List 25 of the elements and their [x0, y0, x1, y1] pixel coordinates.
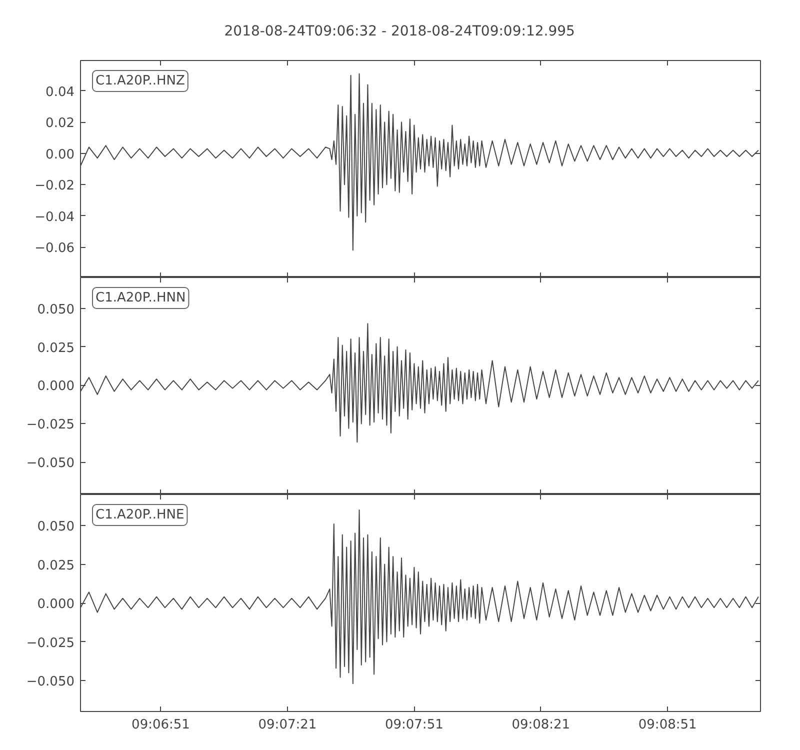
- x-tick-label: 09:07:21: [258, 718, 317, 732]
- chart-title: 2018-08-24T09:06:32 - 2018-08-24T09:09:12.995: [224, 24, 575, 40]
- y-tick-label: −0.06: [34, 241, 75, 256]
- annotation: C1.A20P..HNN: [96, 290, 186, 306]
- y-tick-label: 0.000: [37, 379, 74, 394]
- x-tick-label: 09:08:51: [638, 718, 697, 732]
- x-tick-label: 09:06:51: [132, 718, 190, 732]
- y-tick-label: −0.025: [26, 418, 74, 433]
- y-tick-label: 0.00: [46, 147, 75, 162]
- y-tick-label: 0.02: [46, 116, 75, 132]
- y-tick-label: 0.050: [37, 520, 74, 534]
- y-tick-label: −0.050: [26, 674, 74, 690]
- x-tick-label: 09:08:21: [512, 718, 570, 732]
- y-tick-label: −0.025: [26, 636, 74, 651]
- y-tick-label: −0.04: [34, 210, 75, 225]
- y-tick-label: 0.04: [46, 84, 75, 100]
- y-tick-label: −0.050: [26, 456, 74, 472]
- y-tick-label: 0.050: [37, 302, 74, 318]
- annotation: C1.A20P..HNE: [96, 508, 184, 522]
- y-tick-label: 0.000: [37, 597, 74, 612]
- annotation: C1.A20P..HNZ: [96, 74, 185, 88]
- x-tick-label: 09:07:51: [384, 718, 444, 732]
- y-tick-label: 0.025: [37, 558, 74, 574]
- y-tick-label: 0.025: [37, 340, 74, 356]
- y-tick-label: −0.02: [34, 178, 75, 194]
